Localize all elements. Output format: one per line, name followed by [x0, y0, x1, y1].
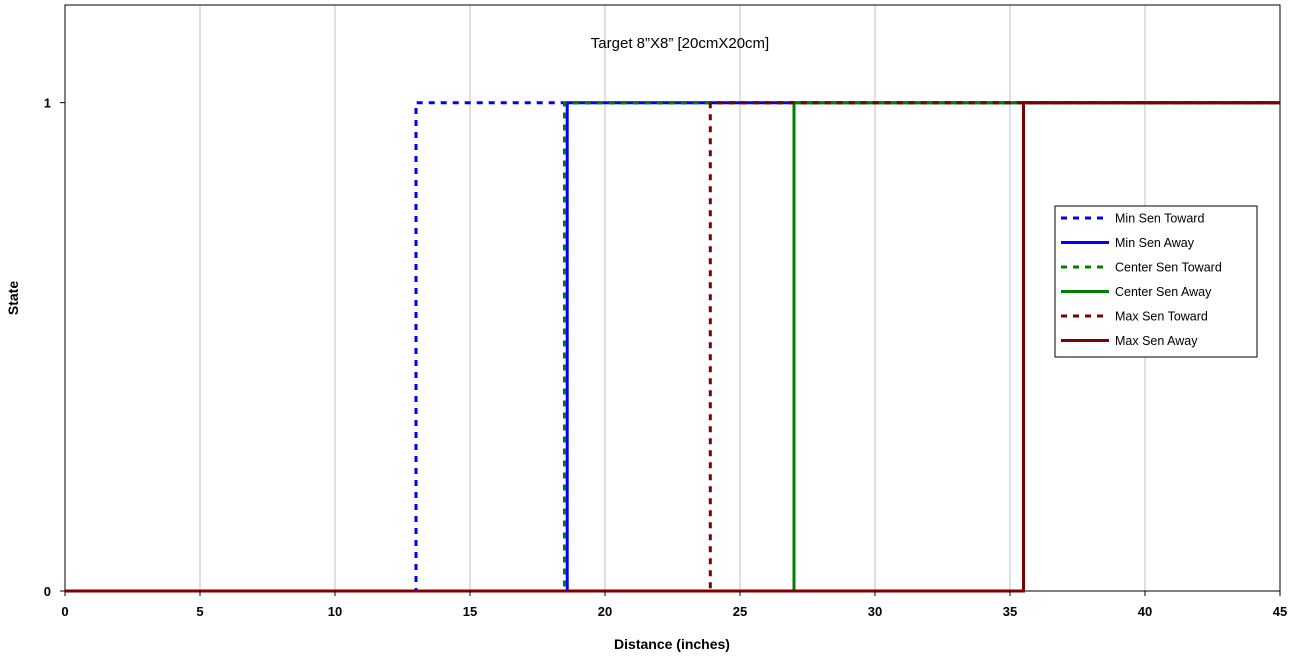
legend-label: Min Sen Away [1115, 236, 1195, 250]
grid-lines [199, 5, 1146, 591]
y-axis-title: State [5, 281, 21, 315]
series-line-max-sen-toward [65, 101, 1280, 593]
x-tick-label: 25 [733, 604, 747, 619]
x-tick-label: 40 [1138, 604, 1152, 619]
axes: 0 5 10 15 20 25 30 35 40 45 0 1 [44, 96, 1287, 619]
legend: Min Sen Toward Min Sen Away Center Sen Tow… [1054, 205, 1258, 358]
legend-label: Center Sen Away [1115, 285, 1212, 299]
x-tick-label: 15 [463, 604, 477, 619]
x-tick-label: 0 [61, 604, 68, 619]
legend-label: Max Sen Away [1115, 334, 1198, 348]
x-tick-label: 35 [1003, 604, 1017, 619]
chart-title: Target 8”X8” [20cmX20cm] [591, 35, 769, 52]
y-tick-label: 0 [44, 584, 51, 599]
y-tick-label: 1 [44, 96, 51, 111]
legend-label: Max Sen Toward [1115, 310, 1208, 324]
series-lines [65, 101, 1280, 593]
x-tick-label: 30 [868, 604, 882, 619]
x-tick-label: 20 [598, 604, 612, 619]
x-tick-label: 5 [196, 604, 203, 619]
legend-label: Min Sen Toward [1115, 212, 1204, 226]
legend-label: Center Sen Toward [1115, 261, 1222, 275]
legend-box [1054, 205, 1258, 358]
x-axis-title: Distance (inches) [614, 636, 730, 652]
x-tick-label: 10 [328, 604, 342, 619]
x-tick-label: 45 [1273, 604, 1287, 619]
series-line-max-sen-away [65, 101, 1280, 593]
